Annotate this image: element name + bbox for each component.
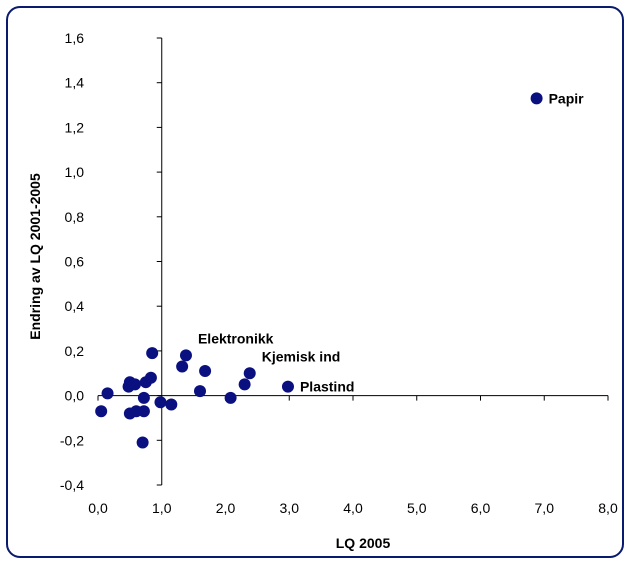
- data-point: [224, 391, 237, 404]
- y-tick-label: 0,6: [65, 254, 85, 270]
- x-tick-label: 3,0: [280, 500, 300, 516]
- data-points: [95, 92, 543, 449]
- x-axis-title: LQ 2005: [336, 535, 391, 551]
- axes: [97, 37, 609, 486]
- data-point: [176, 360, 189, 373]
- data-point: [238, 378, 251, 391]
- data-point: [137, 405, 150, 418]
- data-point: [199, 365, 212, 378]
- point-label: Papir: [549, 90, 585, 106]
- data-point: [194, 385, 206, 398]
- point-label: Elektronikk: [198, 330, 274, 346]
- x-tick-label: 2,0: [216, 500, 236, 516]
- data-point: [530, 92, 543, 105]
- data-point: [128, 378, 141, 391]
- y-tick-label: 0,4: [65, 298, 85, 314]
- x-tick-label: 0,0: [88, 500, 108, 516]
- data-point: [136, 436, 149, 449]
- y-tick-label: -0,4: [60, 477, 84, 493]
- point-label: Kjemisk ind: [262, 348, 341, 364]
- data-point: [179, 349, 192, 362]
- y-tick-label: 0,2: [65, 343, 85, 359]
- chart-frame: [6, 6, 624, 558]
- x-tick-label: 1,0: [152, 500, 172, 516]
- data-point: [154, 396, 167, 409]
- data-point: [95, 405, 108, 418]
- y-tick-label: 0,8: [65, 209, 85, 225]
- point-label: Plastind: [300, 379, 354, 395]
- data-point: [243, 367, 256, 380]
- data-point: [146, 347, 159, 360]
- y-tick-label: -0,2: [60, 432, 84, 448]
- data-point: [165, 398, 178, 411]
- y-tick-label: 0,0: [65, 388, 85, 404]
- y-tick-label: 1,2: [65, 119, 85, 135]
- tick-labels: 1,61,41,21,00,80,60,40,20,0-0,2-0,40,0 1,…: [60, 30, 618, 516]
- y-tick-label: 1,4: [65, 75, 85, 91]
- x-tick-label: 7,0: [535, 500, 555, 516]
- x-tick-label: 8,0: [598, 500, 618, 516]
- data-point: [281, 380, 294, 393]
- y-tick-label: 1,0: [65, 164, 85, 180]
- point-labels: Elektronikk Kjemisk ind Plastind Papir: [198, 90, 584, 394]
- x-tick-label: 6,0: [471, 500, 491, 516]
- data-point: [144, 371, 157, 384]
- x-tick-label: 5,0: [407, 500, 427, 516]
- y-axis-title: Endring av LQ 2001-2005: [27, 173, 43, 340]
- y-tick-label: 1,6: [65, 30, 85, 46]
- data-point: [137, 391, 150, 404]
- data-point: [101, 387, 114, 400]
- x-tick-label: 4,0: [343, 500, 363, 516]
